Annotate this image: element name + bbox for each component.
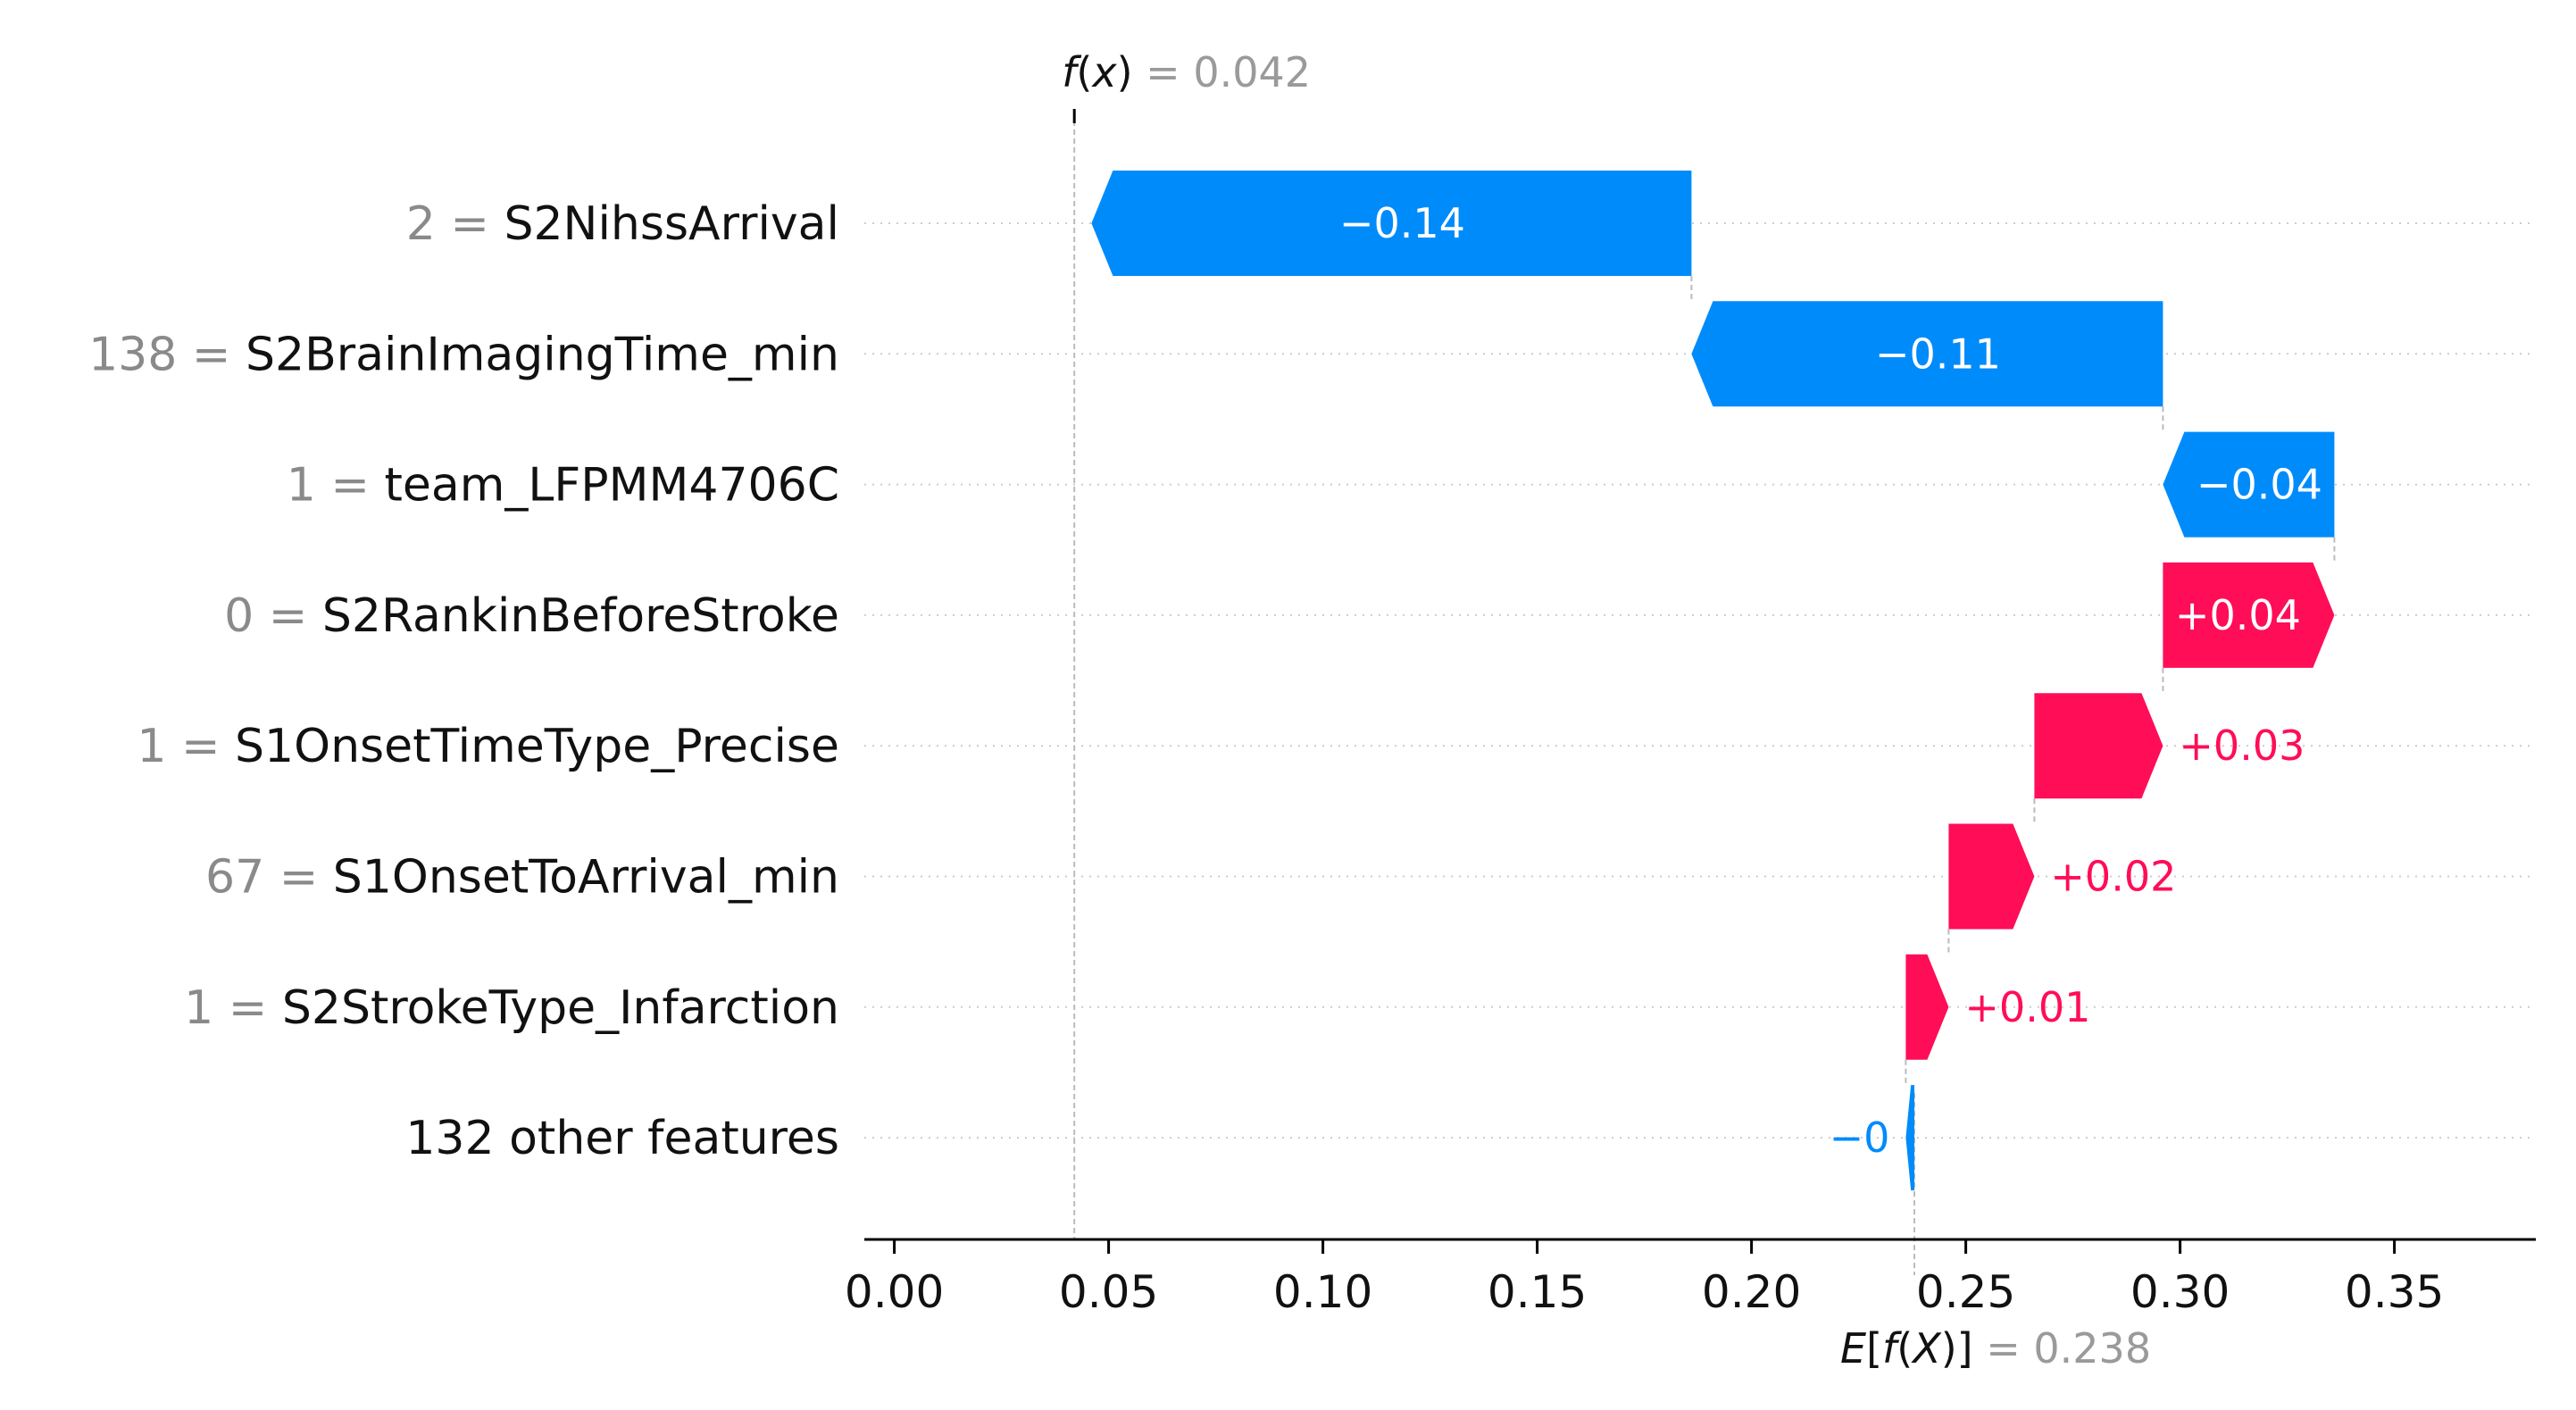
feature-value: 2 = [406, 197, 504, 251]
x-tick-label: 0.00 [845, 1266, 944, 1318]
bar-team-lfpmm4706c [2163, 431, 2335, 538]
bar-value-label: +0.02 [2050, 853, 2176, 901]
feature-value: 0 = [224, 589, 322, 643]
bar-value-label: −0.04 [2197, 461, 2322, 509]
bar-s1onsettoarrival-min [1948, 823, 2035, 930]
bar-132-other-features [1905, 1085, 1914, 1191]
fx-label: f(x) = 0.042 [1062, 48, 1311, 96]
x-tick-label: 0.35 [2345, 1266, 2444, 1318]
bar-s2nihssarrival [1091, 171, 1692, 276]
x-tick-label: 0.30 [2130, 1266, 2230, 1318]
x-tick-label: 0.05 [1059, 1266, 1158, 1318]
reference-lines [1072, 109, 2336, 1275]
feature-label: 0 = S2RankinBeforeStroke [224, 589, 839, 643]
feature-label: 67 = S1OnsetToArrival_min [205, 851, 839, 905]
x-tick-label: 0.10 [1273, 1266, 1372, 1318]
feature-name: team_LFPMM4706C [384, 459, 839, 513]
feature-label: 1 = S2StrokeType_Infarction [184, 981, 839, 1035]
feature-label: 2 = S2NihssArrival [406, 197, 839, 251]
feature-name: 132 other features [405, 1112, 839, 1165]
feature-label: 1 = S1OnsetTimeType_Precise [137, 720, 839, 773]
feature-label: 132 other features [405, 1112, 839, 1165]
feature-labels: 2 = S2NihssArrival 138 = S2BrainImagingTi… [88, 197, 839, 1165]
x-tick-label: 0.25 [1916, 1266, 2015, 1318]
bar-value-label: +0.03 [2179, 722, 2305, 770]
feature-label: 138 = S2BrainImagingTime_min [88, 328, 839, 381]
bar-value-label: +0.01 [1964, 983, 2090, 1031]
feature-value: 67 = [205, 851, 333, 905]
feature-name: S2RankinBeforeStroke [322, 589, 839, 643]
feature-value: 1 = [137, 720, 235, 773]
bar-s1onsettimetype-precise [2034, 693, 2163, 799]
bar-value-label: +0.04 [2175, 591, 2301, 639]
bar-value-label: −0.11 [1875, 330, 2001, 378]
x-tick-label: 0.15 [1488, 1266, 1587, 1318]
bars: −0.14 −0.11 −0.04 +0.04 +0.03 +0.02 +0.01 −0 [1091, 171, 2335, 1191]
bar-value-label: −0.14 [1339, 199, 1465, 247]
bar-s2rankinbeforestroke [2163, 562, 2335, 668]
feature-value: 1 = [287, 459, 385, 513]
bar-value-label: −0 [1830, 1114, 1890, 1162]
feature-name: S2NihssArrival [504, 197, 839, 251]
x-axis: 0.00 0.05 0.10 0.15 0.20 0.25 0.30 0.35 [845, 1238, 2536, 1318]
bar-s2brainimagingtime-min [1691, 301, 2163, 407]
feature-name: S2BrainImagingTime_min [246, 328, 839, 381]
feature-name: S1OnsetTimeType_Precise [235, 720, 839, 773]
feature-name: S1OnsetToArrival_min [333, 851, 839, 905]
bar-s2stroketype-infarction [1905, 954, 1949, 1060]
feature-value: 1 = [184, 981, 282, 1035]
feature-label: 1 = team_LFPMM4706C [287, 459, 839, 513]
base-value-label: E[f(X)] = 0.238 [1840, 1324, 2151, 1372]
feature-value: 138 = [88, 328, 246, 381]
feature-name: S2StrokeType_Infarction [282, 981, 839, 1035]
x-tick-label: 0.20 [1702, 1266, 1801, 1318]
annotations: f(x) = 0.042 E[f(X)] = 0.238 [1062, 48, 2151, 1372]
